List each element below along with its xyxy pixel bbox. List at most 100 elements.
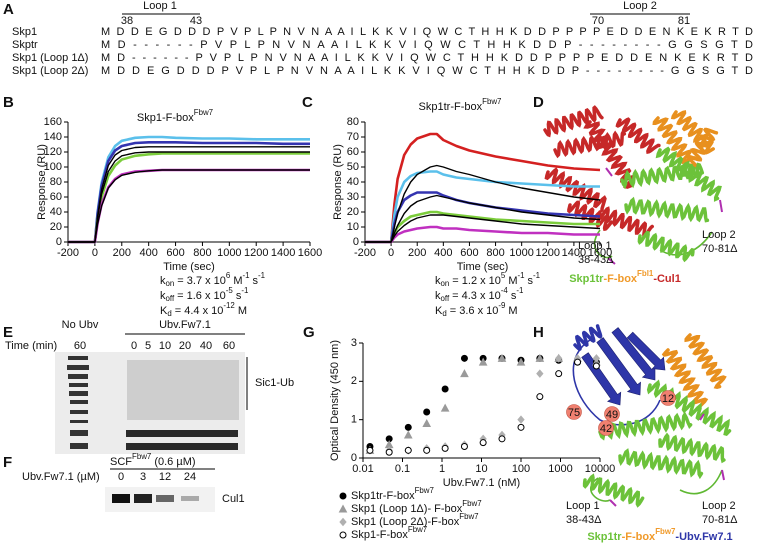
superscript: Fbw7 [655,527,676,536]
x-tick-label: 1200 [536,247,560,259]
superscript: 6 [226,271,231,280]
x-tick-label: 1600 [588,247,612,259]
subscript: d [442,309,446,318]
x-tick-label: 0 [92,247,98,259]
y-tick-label: 0 [353,236,359,248]
superscript: Fbl1 [637,269,654,278]
superscript: -1 [516,286,524,295]
sequence: M D D E G D D D P V P L P N V N A A I L … [101,65,753,77]
data-point [403,430,413,439]
lane-label: 12 [159,471,171,483]
data-point [574,358,582,366]
loop-label: 38-43Δ [578,254,614,266]
band-label: Cul1 [222,493,245,505]
y-tick-label: 70 [347,131,359,143]
band [67,365,89,370]
helix [637,230,695,263]
helix [567,200,614,232]
band [70,420,88,423]
loop [609,413,725,507]
loop-label: Loop 2 [702,500,736,512]
y-tick-label: 10 [347,221,359,233]
row-name: Skptr [12,39,38,51]
data-point [366,446,374,454]
data-point [460,354,468,362]
data-point [460,443,468,450]
kinetic-constant: koff = 4.3 x 10-4 s-1 [435,286,524,303]
x-tick-label: 10 [475,463,487,475]
series-line [365,194,601,243]
data-point [497,353,507,362]
lane-label: 40 [200,340,212,352]
gel-smear [127,360,239,420]
legend-entry: Skp1 (Loop 2Δ)-F-boxFbw7 [351,512,479,528]
band [69,391,88,396]
superscript: Fbw7 [415,486,434,495]
text-part: -Ubv.Fw7.1 [675,531,732,543]
panel-letter: C [302,94,313,111]
text-part: Skp1tr-F-box [351,490,415,502]
superscript: -1 [533,271,541,280]
loop-label: 38-43Δ [566,514,602,526]
y-tick-label: 60 [347,146,359,158]
superscript: Fbw7 [408,525,427,534]
data-point [536,393,544,401]
text-part: M [508,275,517,287]
helix [684,333,727,389]
band [68,356,88,360]
y-axis-label: Response (RU) [36,144,48,220]
superscript: Fbw7 [482,97,501,106]
y-tick-label: 80 [347,116,359,128]
lane-header: SCFFbw7 (0.6 µM) [110,452,196,468]
helix [615,117,661,154]
residue-label: 49 [606,409,618,421]
lane-label: 20 [179,340,191,352]
y-tick-label: 40 [50,206,62,218]
x-tick-label: 0.1 [395,463,410,475]
superscript: Fbw7 [459,512,478,521]
residue-label: 42 [600,423,612,435]
text-part: s [511,290,517,302]
panel-letter: B [3,94,14,111]
subscript: on [441,279,450,288]
y-tick-label: 20 [347,206,359,218]
helix [620,162,705,190]
legend-marker [339,531,347,539]
band [181,496,199,501]
data-point [535,353,545,362]
residue-marker [604,406,620,422]
x-tick-label: 1000 [548,463,572,475]
text-part: K [160,305,168,317]
loop-label: Loop 1 [578,240,612,252]
y-axis-label: Response (RU) [332,144,344,220]
superscript: 5 [501,271,506,280]
text-part: K [435,305,443,317]
data-point [555,370,563,378]
loop-start: 38 [121,15,133,27]
lane-header: Ubv.Fw7.1 [159,319,211,331]
data-point [422,418,432,427]
loop-label: Loop 1 [566,500,600,512]
band [112,494,130,503]
superscript: -1 [241,286,249,295]
caption: Skp1tr-F-boxFbl1-Cul1 [569,269,681,285]
x-axis-label: Time (sec) [457,261,509,273]
loop [605,167,723,265]
text-part: -Cul1 [653,273,681,285]
helix [598,411,693,441]
band [70,430,88,436]
y-tick-label: 100 [44,161,62,173]
y-tick-label: 50 [347,161,359,173]
x-tick-label: 1 [439,463,445,475]
superscript: -12 [223,301,234,310]
caption: Skp1tr-F-boxFbw7-Ubv.Fw7.1 [587,527,732,543]
subscript: off [166,294,175,303]
y-axis-label: Optical Density (450 nm) [329,340,341,461]
strand [611,327,656,381]
legend-marker [339,492,347,500]
data-point [404,446,412,454]
y-tick-label: 20 [50,221,62,233]
helix [652,116,697,165]
lane-label: 0 [118,471,124,483]
